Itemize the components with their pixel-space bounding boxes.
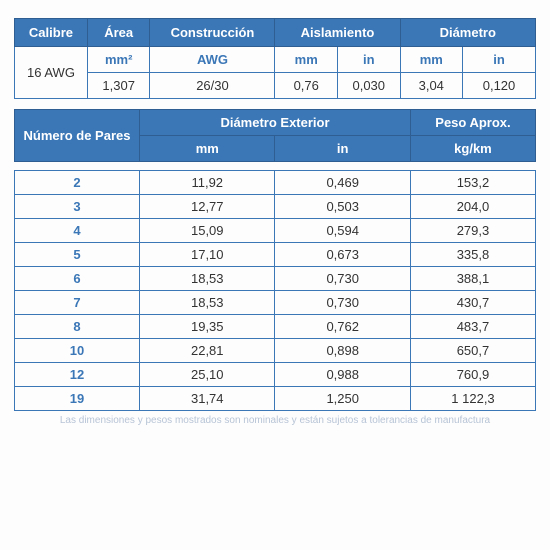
cell-in: 0,898: [275, 339, 410, 363]
col-construccion: Construcción: [150, 19, 275, 47]
col-calibre: Calibre: [15, 19, 88, 47]
cell-mm: 15,09: [140, 219, 275, 243]
unit-in: in: [275, 136, 410, 162]
table-header-row: Calibre Área Construcción Aislamiento Di…: [15, 19, 536, 47]
unit-ais-mm: mm: [275, 47, 338, 73]
cell-peso: 153,2: [410, 171, 535, 195]
cell-in: 0,503: [275, 195, 410, 219]
cell-pares: 12: [15, 363, 140, 387]
cell-dia-mm: 3,04: [400, 73, 463, 99]
table-row: 312,770,503204,0: [15, 195, 536, 219]
unit-area: mm²: [87, 47, 150, 73]
cell-pares: 6: [15, 267, 140, 291]
cell-mm: 17,10: [140, 243, 275, 267]
cell-dia-in: 0,120: [463, 73, 536, 99]
cell-mm: 22,81: [140, 339, 275, 363]
spec-table-1: Calibre Área Construcción Aislamiento Di…: [14, 18, 536, 99]
table-header-row: Número de Pares Diámetro Exterior Peso A…: [15, 110, 536, 136]
table-row: 1931,741,2501 122,3: [15, 387, 536, 411]
table-row: 1,307 26/30 0,76 0,030 3,04 0,120: [15, 73, 536, 99]
cell-in: 0,469: [275, 171, 410, 195]
unit-mm: mm: [140, 136, 275, 162]
col-diam-ext: Diámetro Exterior: [140, 110, 411, 136]
cell-peso: 650,7: [410, 339, 535, 363]
cell-ais-in: 0,030: [338, 73, 401, 99]
cell-pares: 19: [15, 387, 140, 411]
cell-pares: 4: [15, 219, 140, 243]
table-row: 415,090,594279,3: [15, 219, 536, 243]
cell-pares: 7: [15, 291, 140, 315]
cell-peso: 388,1: [410, 267, 535, 291]
cell-peso: 1 122,3: [410, 387, 535, 411]
cell-mm: 31,74: [140, 387, 275, 411]
col-diametro: Diámetro: [400, 19, 535, 47]
table-row: 211,920,469153,2: [15, 171, 536, 195]
col-area: Área: [87, 19, 150, 47]
cell-pares: 8: [15, 315, 140, 339]
cell-constr: 26/30: [150, 73, 275, 99]
table-subheader-row: 16 AWG mm² AWG mm in mm in: [15, 47, 536, 73]
cell-mm: 11,92: [140, 171, 275, 195]
unit-dia-mm: mm: [400, 47, 463, 73]
cell-peso: 483,7: [410, 315, 535, 339]
cell-in: 0,730: [275, 267, 410, 291]
cell-ais-mm: 0,76: [275, 73, 338, 99]
cell-pares: 10: [15, 339, 140, 363]
unit-kgkm: kg/km: [410, 136, 535, 162]
cell-peso: 430,7: [410, 291, 535, 315]
cell-in: 0,730: [275, 291, 410, 315]
cell-peso: 204,0: [410, 195, 535, 219]
cell-mm: 25,10: [140, 363, 275, 387]
cell-peso: 335,8: [410, 243, 535, 267]
unit-constr: AWG: [150, 47, 275, 73]
cell-peso: 279,3: [410, 219, 535, 243]
cell-in: 1,250: [275, 387, 410, 411]
cell-pares: 5: [15, 243, 140, 267]
table-row: 517,100,673335,8: [15, 243, 536, 267]
cell-peso: 760,9: [410, 363, 535, 387]
table-row: 819,350,762483,7: [15, 315, 536, 339]
cell-pares: 3: [15, 195, 140, 219]
table-row: 1022,810,898650,7: [15, 339, 536, 363]
cell-mm: 12,77: [140, 195, 275, 219]
footnote: Las dimensiones y pesos mostrados son no…: [14, 415, 536, 426]
unit-dia-in: in: [463, 47, 536, 73]
spec-table-2-body: 211,920,469153,2312,770,503204,0415,090,…: [14, 170, 536, 411]
cell-mm: 18,53: [140, 291, 275, 315]
table-row: 1225,100,988760,9: [15, 363, 536, 387]
col-peso: Peso Aprox.: [410, 110, 535, 136]
table-row: 718,530,730430,7: [15, 291, 536, 315]
cell-in: 0,673: [275, 243, 410, 267]
cell-calibre: 16 AWG: [15, 47, 88, 99]
cell-in: 0,762: [275, 315, 410, 339]
unit-ais-in: in: [338, 47, 401, 73]
spec-table-2-header: Número de Pares Diámetro Exterior Peso A…: [14, 109, 536, 162]
table-row: 618,530,730388,1: [15, 267, 536, 291]
cell-mm: 18,53: [140, 267, 275, 291]
cell-in: 0,594: [275, 219, 410, 243]
col-pares: Número de Pares: [15, 110, 140, 162]
cell-in: 0,988: [275, 363, 410, 387]
cell-area: 1,307: [87, 73, 150, 99]
cell-pares: 2: [15, 171, 140, 195]
cell-mm: 19,35: [140, 315, 275, 339]
col-aislamiento: Aislamiento: [275, 19, 400, 47]
